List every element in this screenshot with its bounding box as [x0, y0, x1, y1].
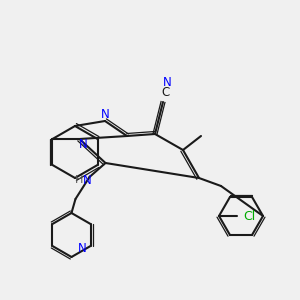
Text: N: N	[163, 76, 171, 88]
Text: N: N	[83, 173, 92, 187]
Text: N: N	[100, 109, 109, 122]
Text: Cl: Cl	[243, 209, 255, 223]
Text: N: N	[78, 242, 87, 254]
Text: H: H	[75, 175, 84, 185]
Text: C: C	[161, 85, 169, 98]
Text: N: N	[79, 137, 88, 151]
